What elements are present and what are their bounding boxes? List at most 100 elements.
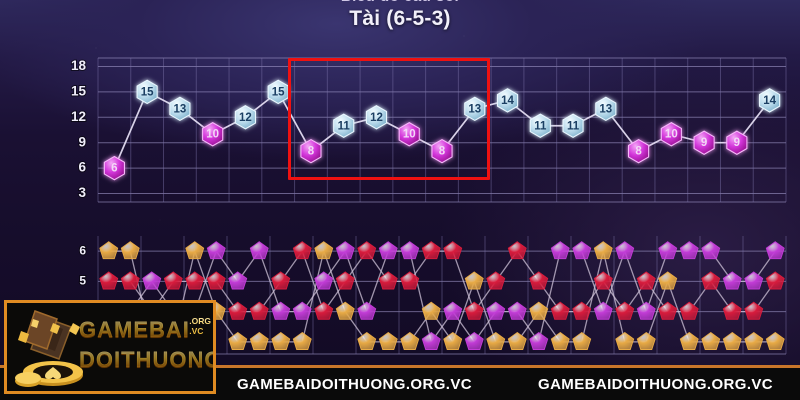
data-point[interactable]: 10 [660, 122, 682, 147]
data-point[interactable] [421, 301, 441, 320]
data-point[interactable] [271, 301, 291, 320]
data-point[interactable] [550, 331, 570, 350]
data-point[interactable] [378, 271, 398, 290]
data-point[interactable] [722, 271, 742, 290]
data-point[interactable] [507, 331, 527, 350]
data-point[interactable]: 11 [562, 113, 584, 138]
data-point[interactable] [99, 271, 119, 290]
data-point[interactable] [529, 271, 549, 290]
data-point[interactable] [679, 301, 699, 320]
data-point[interactable]: 9 [726, 130, 748, 155]
data-point[interactable] [593, 301, 613, 320]
data-point[interactable] [486, 271, 506, 290]
data-point[interactable] [185, 271, 205, 290]
data-point[interactable] [443, 331, 463, 350]
data-point[interactable] [271, 271, 291, 290]
data-point[interactable] [722, 301, 742, 320]
data-point[interactable] [206, 271, 226, 290]
data-point[interactable]: 9 [693, 130, 715, 155]
data-point[interactable] [163, 271, 183, 290]
data-point[interactable] [572, 301, 592, 320]
data-point[interactable] [120, 241, 140, 260]
data-point[interactable] [249, 331, 269, 350]
data-point[interactable] [701, 241, 721, 260]
data-point[interactable] [314, 271, 334, 290]
data-point[interactable] [185, 241, 205, 260]
data-point[interactable] [400, 271, 420, 290]
data-point[interactable]: 12 [234, 105, 257, 130]
data-point[interactable] [636, 301, 656, 320]
data-point[interactable] [421, 331, 441, 350]
data-point[interactable]: 15 [136, 79, 158, 105]
data-point[interactable] [658, 241, 678, 260]
data-point[interactable] [292, 241, 312, 260]
data-point[interactable] [701, 271, 721, 290]
data-point[interactable] [679, 241, 699, 260]
data-point[interactable]: 11 [529, 113, 551, 138]
data-point[interactable] [120, 271, 140, 290]
data-point[interactable] [400, 331, 420, 350]
data-point[interactable] [443, 301, 463, 320]
data-point[interactable] [421, 241, 441, 260]
data-point[interactable]: 14 [496, 88, 519, 113]
data-point[interactable] [314, 241, 334, 260]
data-point[interactable] [228, 301, 248, 320]
data-point[interactable] [357, 301, 377, 320]
data-point[interactable] [744, 331, 764, 350]
data-point[interactable] [314, 301, 334, 320]
data-point[interactable] [357, 241, 377, 260]
data-point[interactable]: 14 [759, 88, 781, 113]
data-point[interactable]: 6 [103, 155, 125, 181]
data-point[interactable] [550, 241, 570, 260]
data-point[interactable] [292, 331, 312, 350]
data-point[interactable]: 10 [202, 122, 224, 147]
data-point[interactable] [615, 301, 635, 320]
data-point[interactable] [679, 331, 699, 350]
data-point[interactable] [507, 301, 527, 320]
data-point[interactable] [550, 301, 570, 320]
data-point[interactable] [765, 271, 785, 290]
data-point[interactable] [529, 331, 549, 350]
data-point[interactable] [744, 301, 764, 320]
data-point[interactable] [443, 241, 463, 260]
data-point[interactable] [271, 331, 291, 350]
data-point[interactable] [765, 331, 785, 350]
data-point[interactable] [722, 331, 742, 350]
data-point[interactable] [572, 331, 592, 350]
data-point[interactable] [658, 271, 678, 290]
data-point[interactable]: 13 [169, 96, 191, 122]
data-point[interactable] [615, 331, 635, 350]
data-point[interactable]: 15 [267, 79, 289, 105]
data-point[interactable] [464, 271, 484, 290]
data-point[interactable]: 13 [595, 96, 617, 122]
data-point[interactable] [507, 241, 527, 260]
data-point[interactable] [529, 301, 549, 320]
data-point[interactable] [249, 241, 269, 260]
data-point[interactable] [206, 241, 226, 260]
data-point[interactable] [335, 301, 355, 320]
data-point[interactable] [701, 331, 721, 350]
data-point[interactable] [228, 271, 248, 290]
data-point[interactable] [744, 271, 764, 290]
red-selection-box[interactable] [288, 58, 490, 180]
data-point[interactable] [486, 331, 506, 350]
data-point[interactable] [400, 241, 420, 260]
data-point[interactable] [464, 331, 484, 350]
data-point[interactable] [658, 301, 678, 320]
data-point[interactable] [486, 301, 506, 320]
gamebaidoithuong-logo[interactable]: GAMEBAI DOITHUONG .ORG .VC [4, 300, 216, 394]
data-point[interactable] [335, 241, 355, 260]
data-point[interactable] [636, 271, 656, 290]
data-point[interactable] [142, 271, 162, 290]
data-point[interactable] [593, 271, 613, 290]
data-point[interactable] [765, 241, 785, 260]
data-point[interactable] [615, 241, 635, 260]
data-point[interactable] [99, 241, 119, 260]
data-point[interactable] [335, 271, 355, 290]
data-point[interactable] [292, 301, 312, 320]
data-point[interactable] [378, 241, 398, 260]
data-point[interactable] [464, 301, 484, 320]
data-point[interactable] [249, 301, 269, 320]
data-point[interactable] [572, 241, 592, 260]
data-point[interactable] [378, 331, 398, 350]
